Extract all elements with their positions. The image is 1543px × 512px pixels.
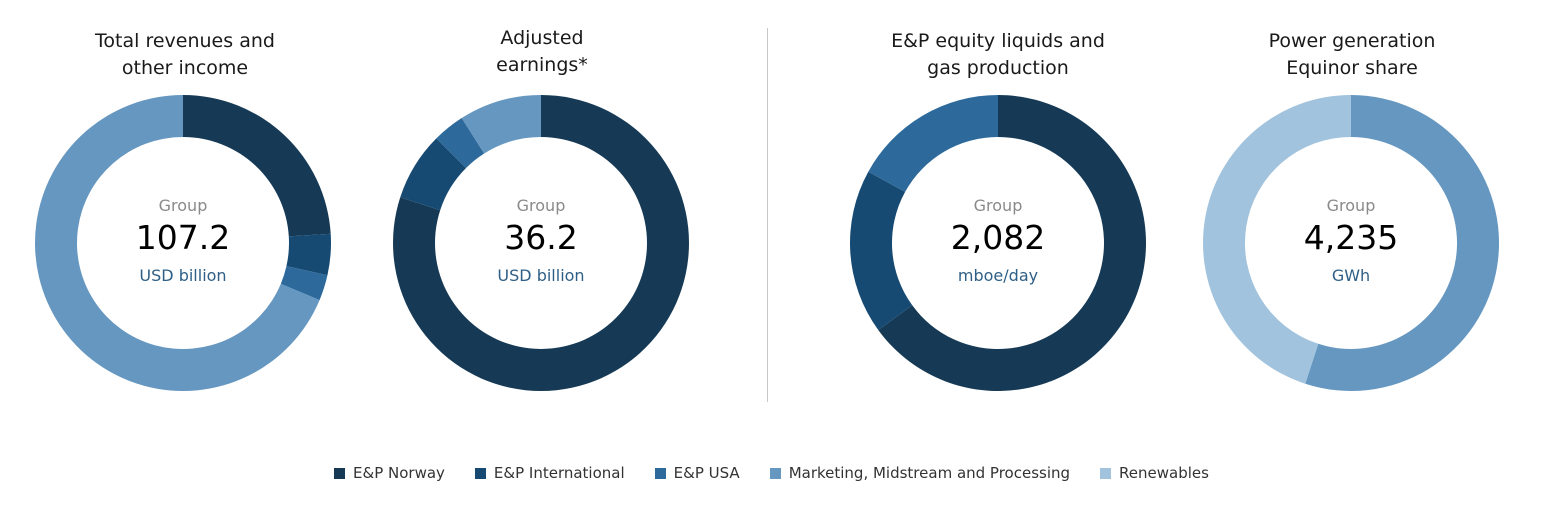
donut-chart-adjusted-earnings xyxy=(393,95,689,391)
chart-title-adjusted-earnings: Adjusted earnings* xyxy=(496,27,588,76)
section-divider xyxy=(767,28,768,402)
donut-slice-marketing-midstream-and-processing xyxy=(35,95,320,392)
donut-slice-marketing-midstream-and-processing xyxy=(1305,95,1499,391)
center-unit: USD billion xyxy=(139,266,227,285)
center-group-label: Group xyxy=(973,196,1023,215)
center-group-label: Group xyxy=(158,196,208,215)
legend-label: E&P USA xyxy=(673,464,740,482)
donut-slice-ep-norway xyxy=(183,95,331,237)
legend-swatch xyxy=(1100,467,1112,479)
legend-label: E&P International xyxy=(493,464,625,482)
center-group-label: Group xyxy=(516,196,566,215)
donut-slice-ep-usa xyxy=(436,118,485,169)
legend-item-mmp: Marketing, Midstream and Processing xyxy=(769,464,1071,482)
legend-item-ep-international: E&P International xyxy=(474,464,625,482)
center-value: 4,235 xyxy=(1303,218,1399,257)
center-unit: mboe/day xyxy=(957,266,1039,285)
donut-chart-production xyxy=(850,95,1146,392)
legend-item-ep-norway: E&P Norway xyxy=(334,464,445,482)
center-value: 2,082 xyxy=(950,218,1046,257)
donut-slice-ep-international xyxy=(400,138,467,211)
legend-item-renewables: Renewables xyxy=(1100,464,1209,482)
donut-slice-renewables xyxy=(1203,95,1351,384)
donut-slice-marketing-midstream-and-processing xyxy=(461,95,541,154)
legend-label: Renewables xyxy=(1119,464,1209,482)
chart-title-total-revenues: Total revenues and other income xyxy=(95,30,275,79)
center-value: 107.2 xyxy=(135,218,231,257)
legend-swatch xyxy=(334,467,346,479)
legend-swatch xyxy=(769,467,781,479)
donut-slice-ep-usa xyxy=(280,266,328,301)
donut-slice-ep-international xyxy=(850,171,913,330)
chart-title-production: E&P equity liquids and gas production xyxy=(891,30,1105,79)
center-group-label: Group xyxy=(1326,196,1376,215)
donut-chart-total-revenues xyxy=(35,95,331,392)
donut-chart-power-generation xyxy=(1203,95,1499,391)
legend-label: Marketing, Midstream and Processing xyxy=(788,464,1071,482)
legend-swatch xyxy=(654,467,666,479)
legend-swatch xyxy=(474,467,486,479)
donut-slice-ep-usa xyxy=(868,95,998,192)
donut-slice-ep-international xyxy=(286,233,331,276)
legend-label: E&P Norway xyxy=(353,464,445,482)
center-value: 36.2 xyxy=(504,218,578,257)
center-unit: USD billion xyxy=(497,266,585,285)
legend: E&P Norway E&P International E&P USA Mar… xyxy=(0,464,1543,482)
donut-slice-ep-norway xyxy=(878,95,1146,392)
legend-item-ep-usa: E&P USA xyxy=(654,464,740,482)
center-unit: GWh xyxy=(1331,266,1371,285)
chart-title-power-generation: Power generation Equinor share xyxy=(1268,30,1436,79)
